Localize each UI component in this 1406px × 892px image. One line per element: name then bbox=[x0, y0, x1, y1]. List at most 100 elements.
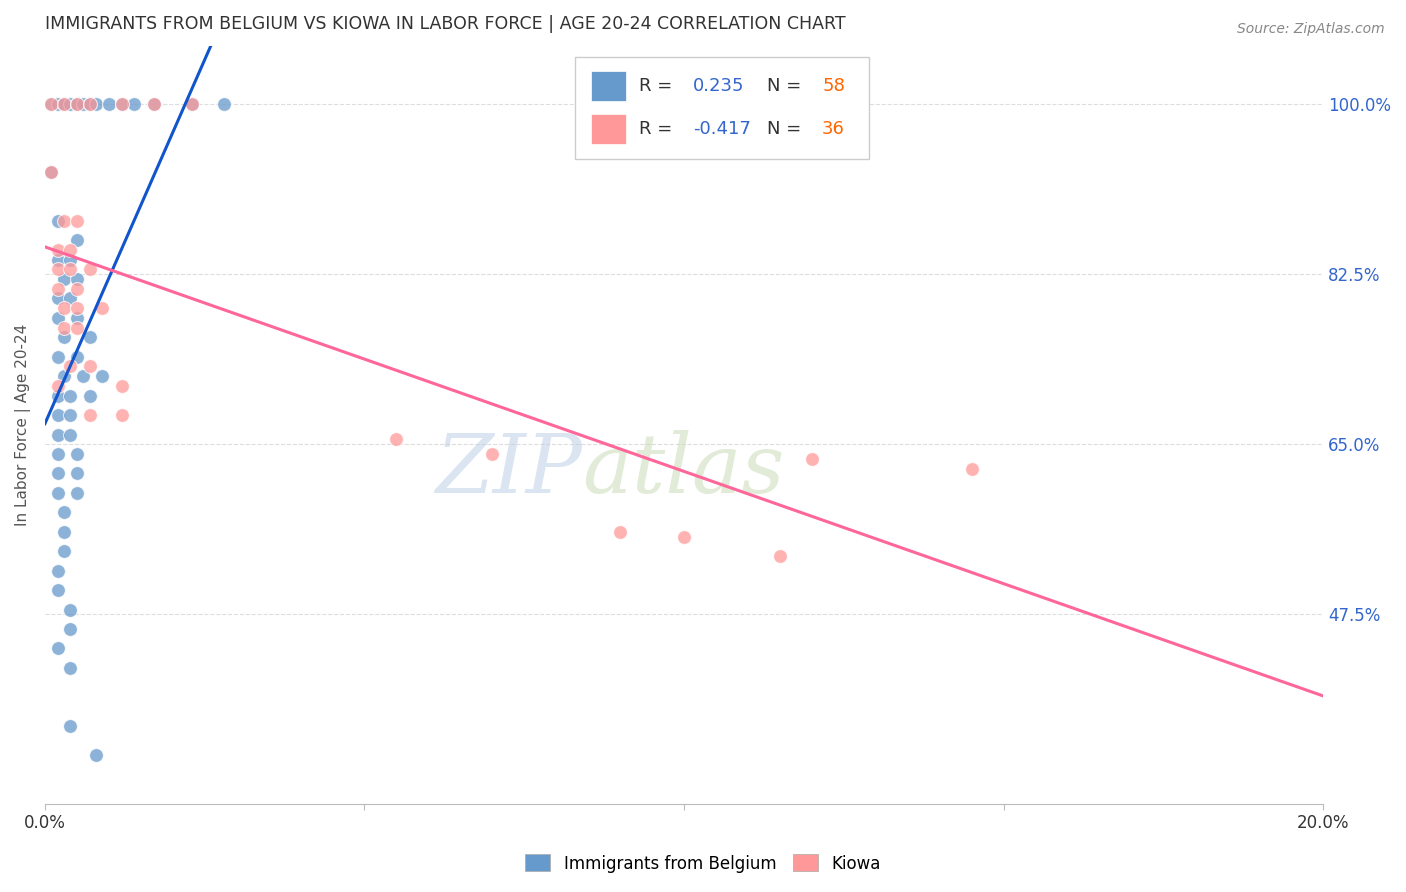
Point bbox=[59, 252, 82, 267]
Point bbox=[46, 583, 69, 598]
Point bbox=[53, 320, 76, 334]
Text: -0.417: -0.417 bbox=[693, 120, 751, 138]
Point bbox=[59, 97, 82, 112]
Point bbox=[180, 97, 202, 112]
Text: 58: 58 bbox=[823, 77, 845, 95]
Point bbox=[39, 97, 62, 112]
Point bbox=[66, 233, 89, 247]
Point bbox=[59, 661, 82, 675]
Y-axis label: In Labor Force | Age 20-24: In Labor Force | Age 20-24 bbox=[15, 324, 31, 526]
Point bbox=[79, 330, 101, 344]
Point bbox=[180, 97, 202, 112]
Point bbox=[46, 252, 69, 267]
Text: ZIP: ZIP bbox=[434, 430, 582, 510]
Point bbox=[59, 292, 82, 306]
Text: atlas: atlas bbox=[582, 430, 785, 510]
Point bbox=[46, 310, 69, 325]
Point bbox=[66, 282, 89, 296]
Legend: Immigrants from Belgium, Kiowa: Immigrants from Belgium, Kiowa bbox=[519, 847, 887, 880]
Point bbox=[46, 97, 69, 112]
Point bbox=[110, 408, 132, 422]
Point bbox=[66, 301, 89, 315]
Point bbox=[481, 447, 503, 461]
Point bbox=[91, 301, 114, 315]
Point bbox=[46, 262, 69, 277]
Point bbox=[142, 97, 165, 112]
Point bbox=[79, 97, 101, 112]
Point bbox=[84, 748, 107, 763]
Point bbox=[39, 165, 62, 179]
Point bbox=[53, 544, 76, 558]
Point bbox=[66, 350, 89, 364]
Text: R =: R = bbox=[640, 120, 678, 138]
Point bbox=[53, 97, 76, 112]
Text: 0.235: 0.235 bbox=[693, 77, 744, 95]
Text: N =: N = bbox=[768, 77, 807, 95]
Point bbox=[59, 408, 82, 422]
Point bbox=[672, 530, 695, 544]
Point bbox=[110, 97, 132, 112]
Point bbox=[53, 369, 76, 384]
Point bbox=[53, 524, 76, 539]
Point bbox=[79, 408, 101, 422]
Point bbox=[46, 427, 69, 442]
Point bbox=[59, 622, 82, 636]
Point bbox=[53, 505, 76, 519]
Point bbox=[800, 451, 823, 466]
Point bbox=[46, 292, 69, 306]
Point bbox=[66, 213, 89, 227]
Point bbox=[72, 97, 94, 112]
Point bbox=[84, 97, 107, 112]
Point bbox=[97, 97, 120, 112]
Point bbox=[46, 243, 69, 257]
Point bbox=[53, 301, 76, 315]
Point bbox=[59, 243, 82, 257]
Point bbox=[46, 467, 69, 481]
Point bbox=[66, 467, 89, 481]
Point bbox=[39, 97, 62, 112]
Point bbox=[59, 719, 82, 733]
Point bbox=[46, 282, 69, 296]
Point bbox=[66, 310, 89, 325]
Point bbox=[79, 97, 101, 112]
FancyBboxPatch shape bbox=[591, 70, 627, 101]
Point bbox=[59, 262, 82, 277]
Point bbox=[66, 320, 89, 334]
Text: R =: R = bbox=[640, 77, 678, 95]
FancyBboxPatch shape bbox=[591, 114, 627, 145]
Point bbox=[91, 369, 114, 384]
Point bbox=[46, 389, 69, 403]
Point bbox=[59, 359, 82, 374]
Point bbox=[59, 602, 82, 616]
Point bbox=[46, 350, 69, 364]
Point bbox=[79, 389, 101, 403]
Point bbox=[124, 97, 146, 112]
Point bbox=[46, 379, 69, 393]
Point bbox=[212, 97, 235, 112]
Point bbox=[46, 486, 69, 500]
Text: N =: N = bbox=[768, 120, 807, 138]
Point bbox=[79, 359, 101, 374]
Text: Source: ZipAtlas.com: Source: ZipAtlas.com bbox=[1237, 22, 1385, 37]
Point bbox=[79, 262, 101, 277]
Text: IMMIGRANTS FROM BELGIUM VS KIOWA IN LABOR FORCE | AGE 20-24 CORRELATION CHART: IMMIGRANTS FROM BELGIUM VS KIOWA IN LABO… bbox=[45, 15, 845, 33]
Point bbox=[66, 447, 89, 461]
FancyBboxPatch shape bbox=[575, 57, 869, 160]
Point bbox=[53, 97, 76, 112]
Point bbox=[53, 330, 76, 344]
Point bbox=[66, 486, 89, 500]
Point bbox=[46, 641, 69, 656]
Point bbox=[66, 97, 89, 112]
Point bbox=[769, 549, 792, 563]
Point bbox=[66, 272, 89, 286]
Point bbox=[46, 564, 69, 578]
Point bbox=[960, 461, 983, 475]
Point bbox=[72, 369, 94, 384]
Point bbox=[66, 97, 89, 112]
Point bbox=[59, 389, 82, 403]
Point bbox=[46, 447, 69, 461]
Point bbox=[53, 272, 76, 286]
Text: 36: 36 bbox=[823, 120, 845, 138]
Point bbox=[46, 213, 69, 227]
Point bbox=[39, 165, 62, 179]
